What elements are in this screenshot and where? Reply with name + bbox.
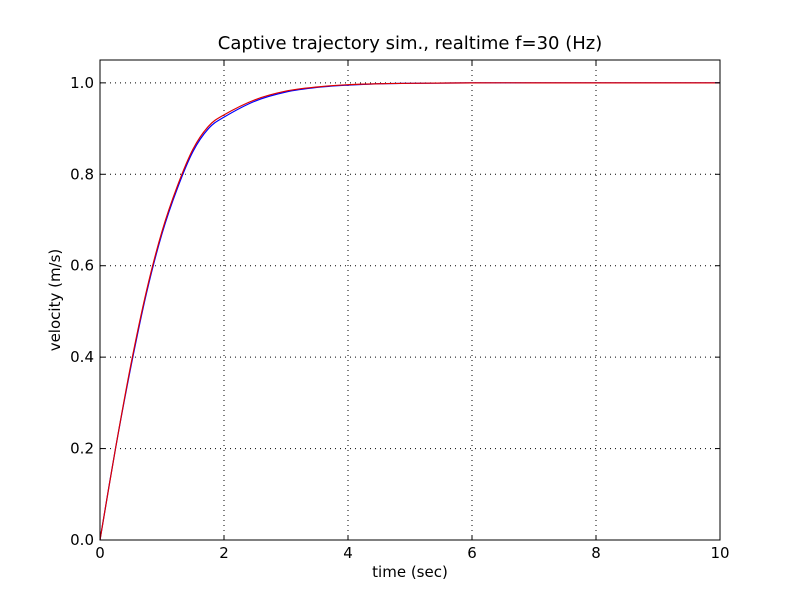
- y-tick-label: 0.0: [70, 531, 94, 549]
- x-tick-label: 8: [591, 544, 601, 562]
- x-axis-label: time (sec): [372, 563, 448, 581]
- plot-frame: [99, 59, 721, 541]
- chart-title: Captive trajectory sim., realtime f=30 (…: [218, 33, 603, 54]
- x-tick-label: 0: [95, 544, 105, 562]
- y-tick-label: 0.2: [70, 440, 94, 458]
- y-tick-label: 0.6: [70, 257, 94, 275]
- y-tick-label: 0.8: [70, 165, 94, 183]
- axis-ticks: 0 2 4 6 8 10 0.0 0.2 0.4 0.6 0.8 1.0: [70, 60, 730, 562]
- x-tick-label: 4: [343, 544, 353, 562]
- series-group: [99, 82, 720, 541]
- series-line-2: [99, 82, 720, 541]
- y-tick-label: 0.4: [70, 348, 94, 366]
- x-tick-label: 10: [710, 544, 729, 562]
- y-tick-label: 1.0: [70, 74, 94, 92]
- x-tick-label: 6: [467, 544, 477, 562]
- y-axis-label: velocity (m/s): [46, 249, 64, 352]
- x-tick-label: 2: [219, 544, 229, 562]
